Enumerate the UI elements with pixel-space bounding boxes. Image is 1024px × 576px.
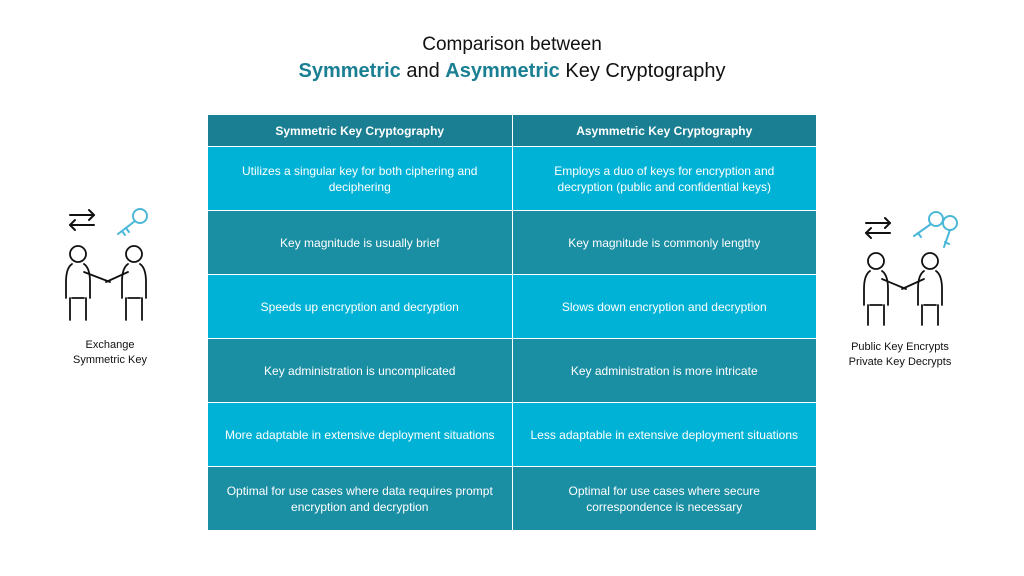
asymmetric-cell: Optimal for use cases where secure corre… <box>511 466 817 531</box>
table-header-row: Symmetric Key Cryptography Asymmetric Ke… <box>207 114 817 147</box>
key-pair-icon <box>913 211 958 248</box>
table-row: Speeds up encryption and decryption Slow… <box>207 274 817 339</box>
table-row: Utilizes a singular key for both cipheri… <box>207 146 817 211</box>
header-asymmetric: Asymmetric Key Cryptography <box>511 114 817 147</box>
left-caption-line2: Symmetric Key <box>73 354 147 366</box>
exchange-arrows-icon <box>69 209 95 231</box>
symmetric-cell: Key magnitude is usually brief <box>207 210 513 275</box>
table-row: Optimal for use cases where data require… <box>207 466 817 531</box>
asymmetric-cell: Key magnitude is commonly lengthy <box>511 210 817 275</box>
asymmetric-cell: Less adaptable in extensive deployment s… <box>511 402 817 467</box>
table-row: More adaptable in extensive deployment s… <box>207 402 817 467</box>
title-line-1: Comparison between <box>422 34 602 55</box>
comparison-table: Symmetric Key Cryptography Asymmetric Ke… <box>207 114 817 531</box>
header-symmetric: Symmetric Key Cryptography <box>207 114 513 147</box>
title-symmetric: Symmetric <box>298 60 401 82</box>
handshake-people-icon <box>863 252 943 326</box>
handshake-people-icon <box>65 245 147 321</box>
symmetric-cell: Utilizes a singular key for both cipheri… <box>207 146 513 211</box>
right-caption-line2: Private Key Decrypts <box>848 356 952 368</box>
title-line-2: Symmetric and Asymmetric Key Cryptograph… <box>0 60 1024 83</box>
symmetric-cell: Optimal for use cases where data require… <box>207 466 513 531</box>
left-caption-line1: Exchange <box>85 339 135 351</box>
symmetric-cell: Key administration is uncomplicated <box>207 338 513 403</box>
exchange-arrows-icon <box>865 217 891 239</box>
asymmetric-exchange-illustration <box>863 211 958 326</box>
asymmetric-cell: Employs a duo of keys for encryption and… <box>511 146 817 211</box>
table-row: Key administration is uncomplicated Key … <box>207 338 817 403</box>
symmetric-key-icon <box>117 208 148 236</box>
right-caption-line1: Public Key Encrypts <box>851 341 949 353</box>
symmetric-cell: More adaptable in extensive deployment s… <box>207 402 513 467</box>
symmetric-exchange-illustration <box>65 208 148 321</box>
right-caption: Public Key Encrypts Private Key Decrypts <box>830 340 970 370</box>
left-caption: Exchange Symmetric Key <box>40 338 180 368</box>
asymmetric-cell: Slows down encryption and decryption <box>511 274 817 339</box>
title-suffix: Key Cryptography <box>559 60 726 82</box>
title-and: and <box>400 60 446 82</box>
asymmetric-cell: Key administration is more intricate <box>511 338 817 403</box>
symmetric-cell: Speeds up encryption and decryption <box>207 274 513 339</box>
title-asymmetric: Asymmetric <box>445 60 560 82</box>
table-row: Key magnitude is usually brief Key magni… <box>207 210 817 275</box>
